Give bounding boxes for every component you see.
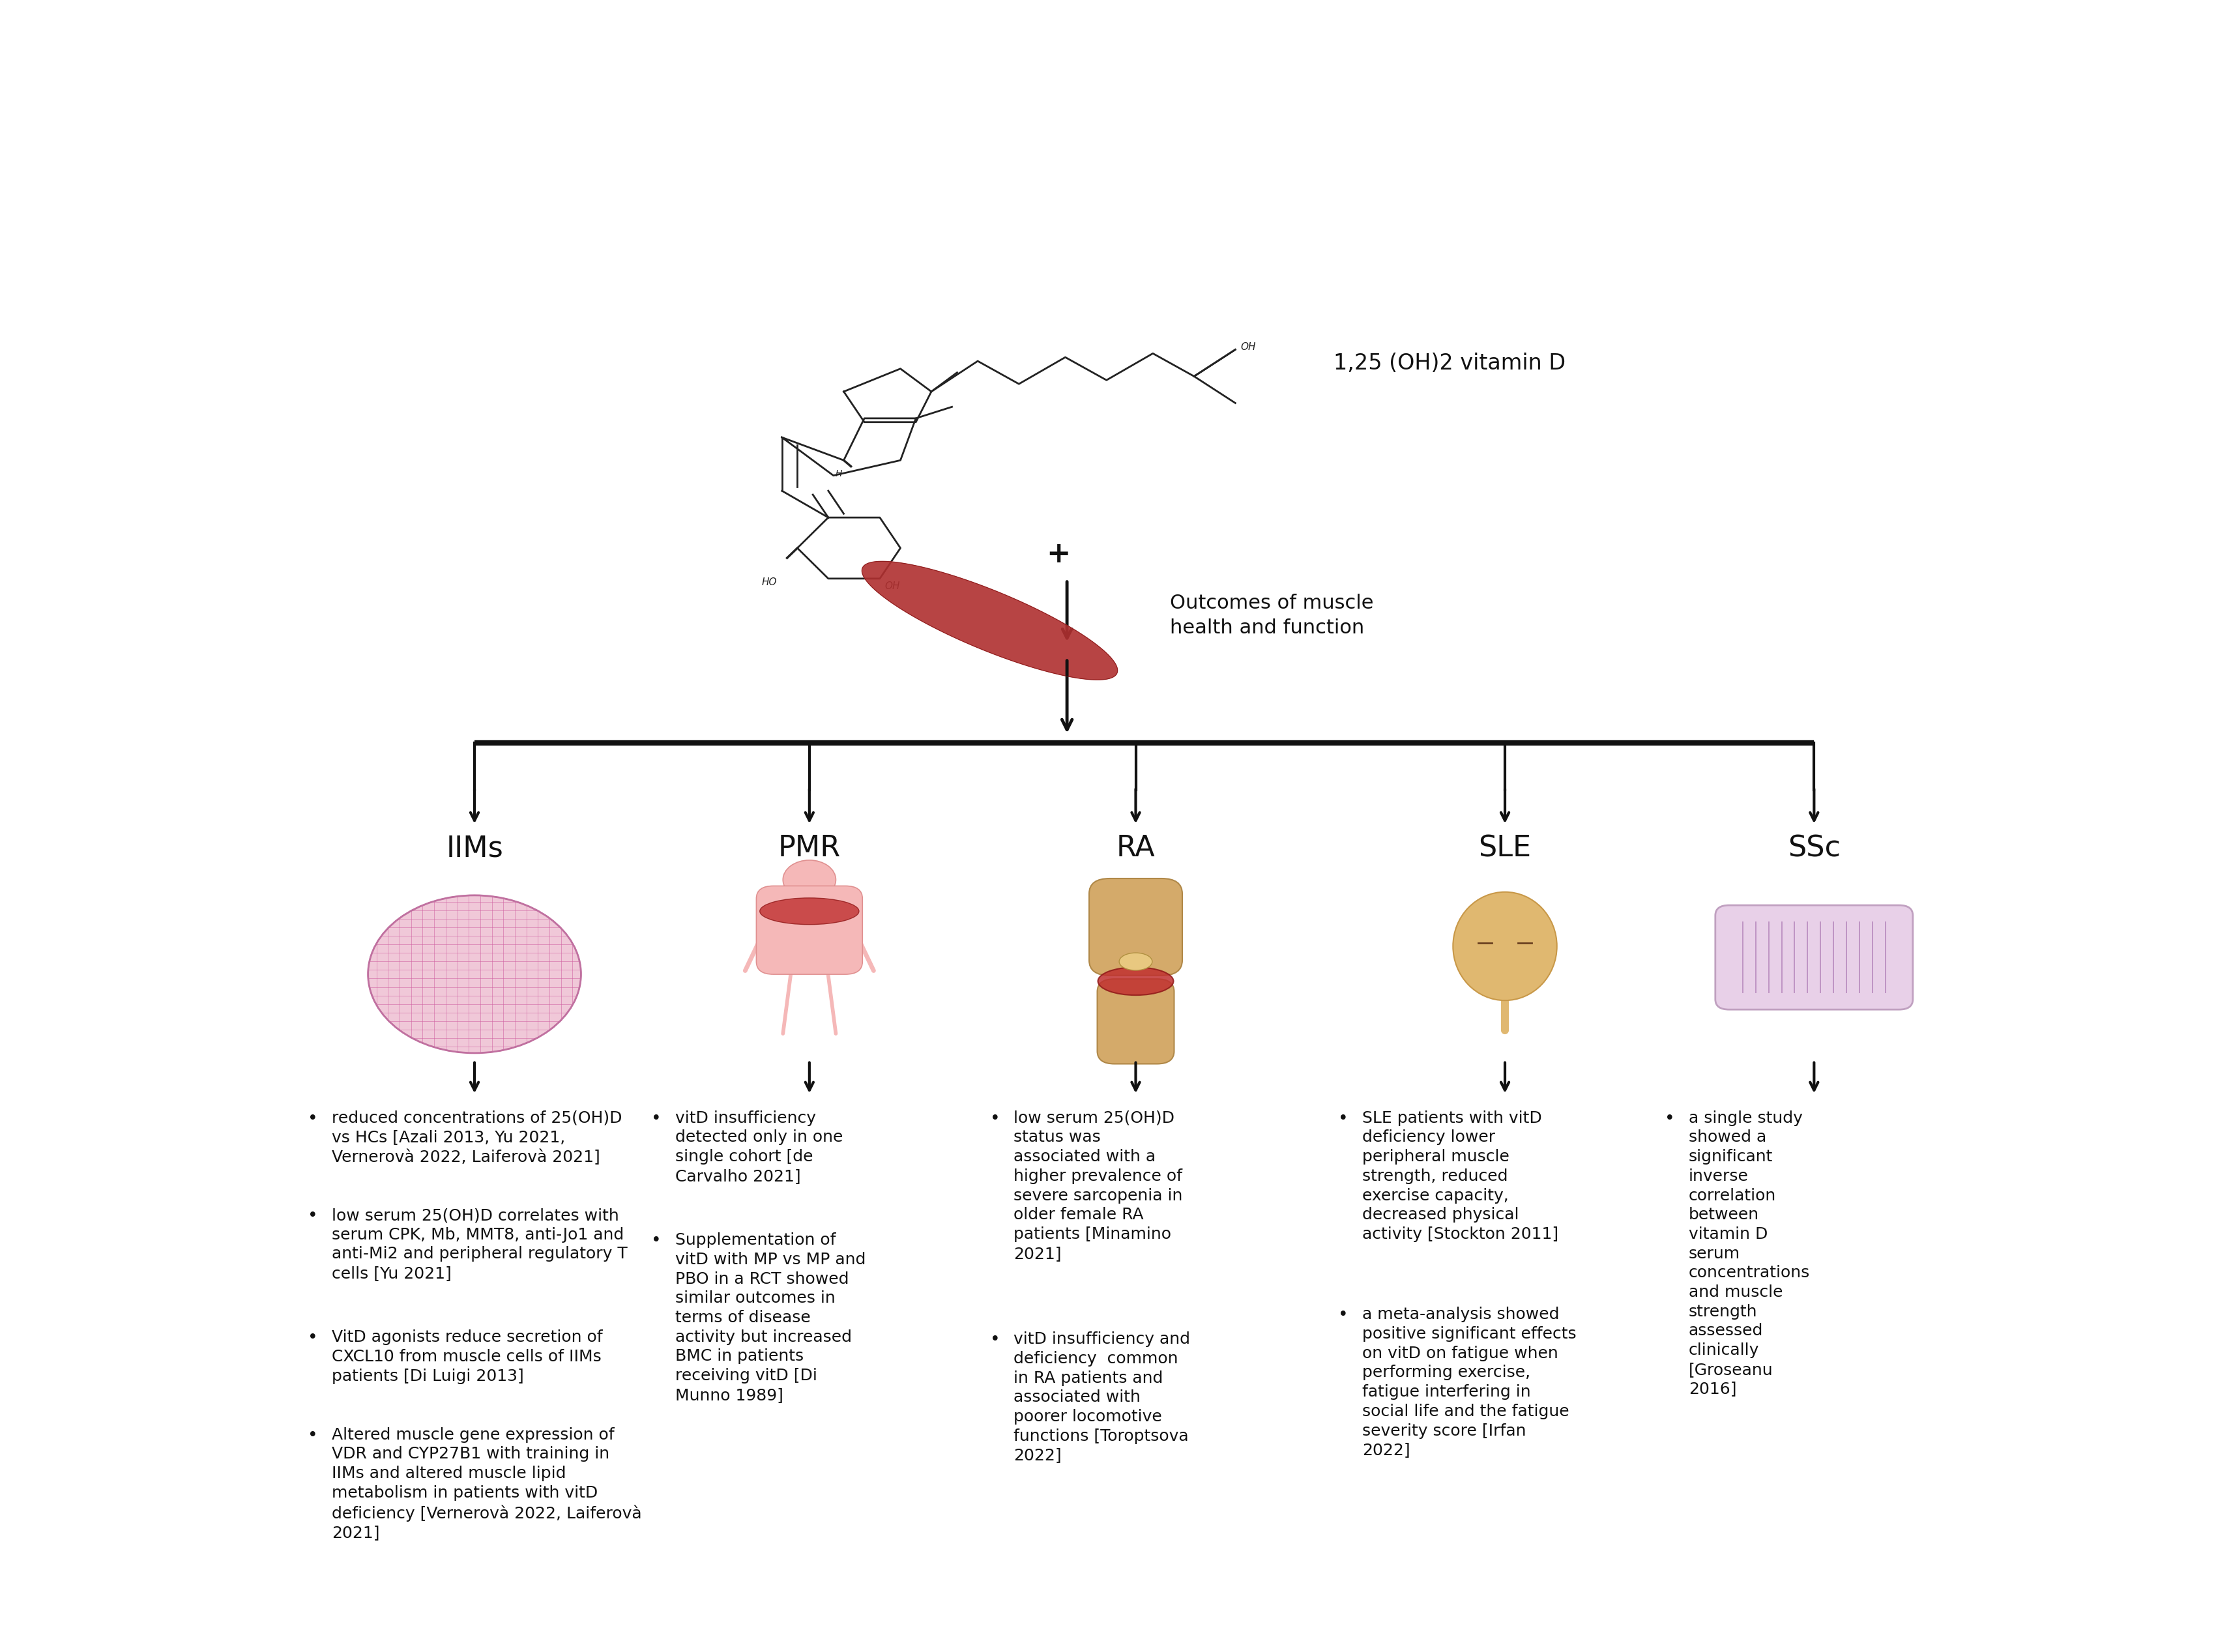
FancyBboxPatch shape xyxy=(1715,905,1912,1009)
Text: low serum 25(OH)D
status was
associated with a
higher prevalence of
severe sarco: low serum 25(OH)D status was associated … xyxy=(1013,1110,1183,1262)
Text: low serum 25(OH)D correlates with
serum CPK, Mb, MMT8, anti-Jo1 and
anti-Mi2 and: low serum 25(OH)D correlates with serum … xyxy=(332,1208,627,1282)
Text: •: • xyxy=(1338,1307,1350,1323)
FancyBboxPatch shape xyxy=(756,885,862,975)
Text: VitD agonists reduce secretion of
CXCL10 from muscle cells of IIMs
patients [Di : VitD agonists reduce secretion of CXCL10… xyxy=(332,1330,603,1384)
Text: PMR: PMR xyxy=(778,834,840,862)
Text: Supplementation of
vitD with MP vs MP and
PBO in a RCT showed
similar outcomes i: Supplementation of vitD with MP vs MP an… xyxy=(676,1232,866,1403)
Text: •: • xyxy=(652,1232,663,1249)
Circle shape xyxy=(782,861,835,899)
Text: •: • xyxy=(308,1427,319,1444)
Text: vitD insufficiency
detected only in one
single cohort [de
Carvalho 2021]: vitD insufficiency detected only in one … xyxy=(676,1110,842,1184)
Text: •: • xyxy=(652,1110,663,1127)
Ellipse shape xyxy=(1097,966,1174,995)
FancyBboxPatch shape xyxy=(1097,980,1174,1064)
Text: vitD insufficiency and
deficiency  common
in RA patients and
associated with
poo: vitD insufficiency and deficiency common… xyxy=(1013,1332,1190,1464)
Text: RA: RA xyxy=(1117,834,1155,862)
Text: •: • xyxy=(1664,1110,1675,1127)
Text: •: • xyxy=(991,1110,999,1127)
Text: SLE patients with vitD
deficiency lower
peripheral muscle
strength, reduced
exer: SLE patients with vitD deficiency lower … xyxy=(1363,1110,1558,1242)
Text: OH: OH xyxy=(1241,342,1256,352)
Circle shape xyxy=(368,895,581,1052)
Text: +: + xyxy=(1046,540,1070,568)
Text: Altered muscle gene expression of
VDR and CYP27B1 with training in
IIMs and alte: Altered muscle gene expression of VDR an… xyxy=(332,1427,643,1541)
Text: •: • xyxy=(308,1330,319,1346)
Text: HO: HO xyxy=(762,578,778,586)
Text: •: • xyxy=(308,1110,319,1127)
Text: Outcomes of muscle
health and function: Outcomes of muscle health and function xyxy=(1170,593,1374,638)
Text: •: • xyxy=(991,1332,999,1348)
Text: IIMs: IIMs xyxy=(445,834,503,862)
Ellipse shape xyxy=(1454,892,1558,1001)
Text: a meta-analysis showed
positive significant effects
on vitD on fatigue when
perf: a meta-analysis showed positive signific… xyxy=(1363,1307,1576,1459)
Text: •: • xyxy=(1338,1110,1350,1127)
Text: OH: OH xyxy=(884,582,900,591)
FancyBboxPatch shape xyxy=(1088,879,1183,975)
Text: SSc: SSc xyxy=(1788,834,1841,862)
Text: SLE: SLE xyxy=(1478,834,1531,862)
Text: •: • xyxy=(308,1208,319,1224)
Polygon shape xyxy=(862,562,1117,681)
Text: 1,25 (OH)2 vitamin D: 1,25 (OH)2 vitamin D xyxy=(1334,354,1564,375)
Ellipse shape xyxy=(760,899,860,925)
Text: a single study
showed a
significant
inverse
correlation
between
vitamin D
serum
: a single study showed a significant inve… xyxy=(1689,1110,1810,1398)
Text: H: H xyxy=(835,469,842,479)
Ellipse shape xyxy=(1119,953,1152,970)
Text: reduced concentrations of 25(OH)D
vs HCs [Azali 2013, Yu 2021,
Vernerovà 2022, L: reduced concentrations of 25(OH)D vs HCs… xyxy=(332,1110,623,1165)
